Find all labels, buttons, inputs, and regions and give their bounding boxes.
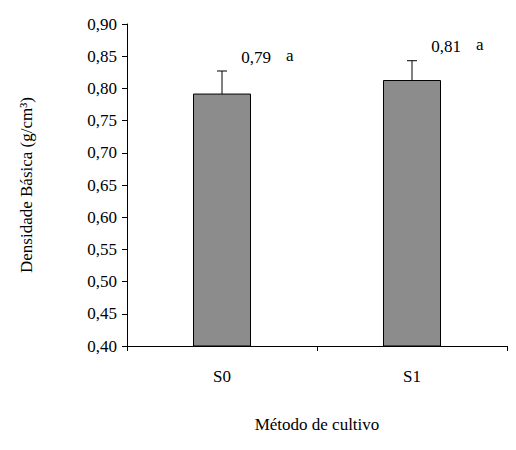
svg-text:a: a — [476, 35, 484, 54]
svg-text:0,85: 0,85 — [87, 47, 117, 66]
svg-text:0,81: 0,81 — [431, 37, 461, 56]
svg-text:a: a — [286, 46, 294, 65]
svg-text:0,40: 0,40 — [87, 337, 117, 356]
svg-text:0,79: 0,79 — [241, 48, 271, 67]
svg-text:0,70: 0,70 — [87, 143, 117, 162]
svg-text:0,90: 0,90 — [87, 15, 117, 34]
svg-text:0,75: 0,75 — [87, 111, 117, 130]
svg-text:0,50: 0,50 — [87, 272, 117, 291]
svg-text:0,65: 0,65 — [87, 176, 117, 195]
svg-text:0,55: 0,55 — [87, 240, 117, 259]
svg-text:Método de cultivo: Método de cultivo — [255, 415, 380, 434]
svg-text:0,60: 0,60 — [87, 208, 117, 227]
svg-text:0,80: 0,80 — [87, 79, 117, 98]
svg-text:0,45: 0,45 — [87, 304, 117, 323]
svg-text:Densidade Básica (g/cm³): Densidade Básica (g/cm³) — [17, 97, 36, 273]
svg-text:S1: S1 — [403, 367, 421, 386]
svg-text:S0: S0 — [213, 367, 231, 386]
